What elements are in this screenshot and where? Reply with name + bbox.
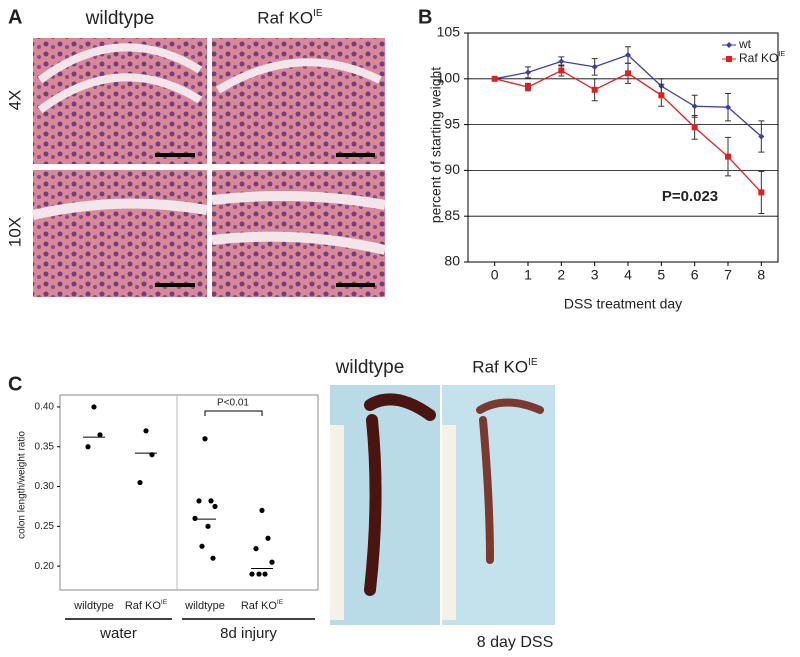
y-tick-label: 0.20 (35, 561, 55, 572)
marker (525, 84, 531, 91)
group-label: water (99, 625, 137, 642)
dot (137, 479, 143, 486)
annotation: P=0.023 (662, 188, 718, 205)
y-tick-label: 95 (444, 115, 460, 131)
dot (143, 428, 149, 434)
x-tick-label: wildtype (73, 600, 114, 612)
superscript: IE (313, 8, 323, 19)
dot (97, 432, 103, 438)
column-label: Raf KOIE (257, 8, 323, 27)
column-label: wildtype (85, 8, 155, 29)
dot (205, 523, 211, 529)
dot (199, 543, 205, 549)
panel-label: A (8, 6, 22, 28)
marker (691, 124, 698, 131)
superscript: IE (161, 599, 168, 606)
group-label: 8d injury (220, 625, 277, 642)
y-axis-label: colon length/weight ratio (17, 431, 28, 539)
histology-images (31, 38, 387, 297)
marker (758, 189, 765, 196)
superscript: IE (277, 599, 284, 606)
x-tick-label: Raf KOIE (125, 599, 168, 612)
marker (591, 86, 598, 93)
dot (256, 571, 262, 577)
legend-label: Raf KOIE (739, 49, 785, 65)
photo-caption: 8 day DSS (477, 634, 553, 651)
x-tick-label: wildtype (184, 600, 225, 612)
y-tick-label: 0.25 (35, 521, 55, 532)
marker (758, 133, 765, 140)
plot-frame (59, 394, 319, 591)
dot (208, 498, 214, 504)
x-axis-label: DSS treatment day (564, 296, 682, 312)
marker (558, 67, 565, 74)
dot (249, 571, 255, 577)
marker (591, 63, 598, 70)
legend-marker (726, 42, 732, 48)
legend-marker (726, 56, 732, 62)
marker (725, 104, 731, 111)
x-tick-label: Raf KOIE (241, 599, 284, 612)
marker (658, 92, 665, 99)
dot (259, 507, 265, 514)
x-tick-label: 2 (557, 267, 565, 283)
marker (558, 58, 565, 65)
marker (625, 51, 631, 58)
y-axis-label: percent of starting weight (428, 67, 444, 224)
y-tick-label: 105 (437, 24, 461, 40)
colon-photos (330, 385, 555, 625)
row-label: 4X (5, 90, 24, 111)
dot (202, 436, 208, 442)
x-tick-label: 5 (657, 267, 665, 283)
dot (196, 498, 202, 504)
y-tick-label: 90 (444, 161, 460, 177)
dot (253, 546, 259, 552)
row-label: 10X (5, 217, 24, 247)
bracket (204, 410, 263, 416)
y-tick-label: 0.35 (35, 441, 55, 452)
dot (91, 404, 97, 410)
marker (691, 103, 698, 110)
panel-label: B (418, 6, 432, 28)
photo-label: wildtype (335, 357, 405, 378)
panel-label: C (8, 373, 22, 395)
marker (491, 75, 498, 82)
photo-label: Raf KOIE (472, 357, 538, 376)
x-tick-label: 8 (757, 267, 765, 283)
dot (265, 535, 271, 541)
plot-frame (467, 32, 779, 263)
legend-label: wt (738, 37, 752, 51)
x-tick-label: 1 (524, 267, 532, 283)
annotation: P<0.01 (217, 398, 249, 409)
superscript: IE (778, 49, 785, 58)
y-tick-label: 0.30 (35, 481, 55, 492)
y-tick-label: 85 (444, 207, 460, 223)
marker (625, 70, 631, 77)
superscript: IE (528, 357, 538, 368)
marker (725, 153, 731, 160)
y-tick-label: 100 (437, 70, 461, 86)
dot (85, 444, 91, 450)
dot (192, 515, 198, 521)
dot (269, 559, 275, 565)
dot (210, 555, 216, 561)
x-tick-label: 0 (491, 267, 499, 283)
dot (212, 503, 218, 510)
dot (262, 571, 268, 577)
marker (525, 69, 531, 76)
x-tick-label: 6 (691, 267, 699, 283)
x-tick-label: 3 (591, 267, 599, 283)
y-tick-label: 0.40 (35, 402, 55, 413)
x-tick-label: 4 (624, 267, 632, 283)
series-line (494, 69, 762, 193)
y-tick-label: 80 (444, 253, 460, 269)
x-tick-label: 7 (724, 267, 732, 283)
